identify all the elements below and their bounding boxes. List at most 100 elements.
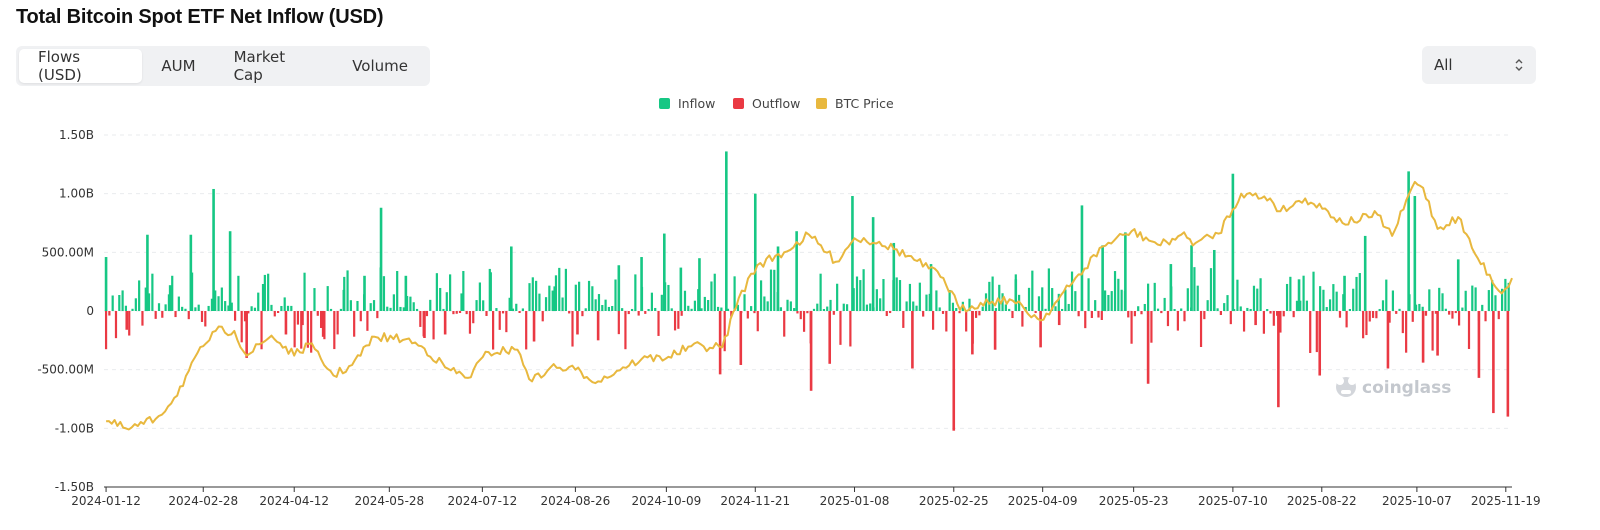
daily-flow-bar [955, 308, 958, 311]
daily-flow-bar [617, 311, 620, 335]
daily-flow-bar [1355, 276, 1358, 311]
daily-flow-bar [1037, 296, 1041, 311]
legend-item-inflow[interactable]: Inflow [659, 96, 715, 111]
daily-flow-bar [1216, 308, 1219, 311]
daily-flow-bar [1312, 271, 1315, 311]
inflow-bar[interactable] [212, 188, 215, 311]
inflow-bar[interactable] [363, 275, 366, 311]
inflow-bar[interactable] [379, 207, 383, 311]
inflow-bar[interactable] [1101, 245, 1104, 311]
inflow-bar[interactable] [795, 231, 798, 311]
outflow-bar[interactable] [245, 311, 248, 358]
daily-flow-bar [1487, 290, 1490, 311]
outflow-bar[interactable] [739, 311, 743, 365]
outflow-bar[interactable] [1318, 311, 1322, 376]
inflow-bar[interactable] [1080, 205, 1084, 311]
inflow-bar[interactable] [1231, 173, 1235, 311]
outflow-bar[interactable] [1436, 311, 1439, 356]
inflow-bar[interactable] [1190, 245, 1193, 311]
inflow-bar[interactable] [1343, 275, 1346, 311]
inflow-bar[interactable] [698, 258, 701, 311]
outflow-bar[interactable] [1492, 311, 1495, 414]
daily-flow-bar [429, 299, 432, 311]
daily-flow-bar [243, 311, 247, 322]
daily-flow-bar [1104, 290, 1107, 311]
inflow-bar[interactable] [189, 234, 193, 311]
inflow-bar[interactable] [1297, 279, 1301, 311]
daily-flow-bar [826, 306, 829, 311]
outflow-bar[interactable] [125, 311, 129, 330]
outflow-bar[interactable] [809, 311, 813, 391]
inflow-bar[interactable] [261, 284, 265, 311]
legend-item-btc-price[interactable]: BTC Price [816, 96, 894, 111]
inflow-bar[interactable] [679, 267, 683, 311]
daily-flow-bar [386, 306, 389, 311]
inflow-bar[interactable] [776, 246, 780, 311]
outflow-bar[interactable] [718, 311, 722, 375]
inflow-bar[interactable] [663, 233, 666, 311]
inflow-bar[interactable] [1212, 249, 1216, 311]
outflow-bar[interactable] [1506, 311, 1510, 417]
inflow-bar[interactable] [871, 217, 875, 311]
inflow-bar[interactable] [1363, 235, 1367, 311]
inflow-bar[interactable] [851, 196, 854, 311]
outflow-bar[interactable] [1146, 311, 1150, 384]
daily-flow-bar [1070, 271, 1074, 311]
outflow-bar[interactable] [301, 311, 304, 326]
tab-aum[interactable]: AUM [161, 57, 196, 75]
outflow-bar[interactable] [911, 311, 914, 369]
outflow-bar[interactable] [828, 311, 832, 364]
outflow-bar[interactable] [596, 311, 600, 341]
inflow-bar[interactable] [168, 285, 172, 311]
outflow-bar[interactable] [1277, 311, 1280, 408]
inflow-bar[interactable] [146, 234, 149, 311]
tab-volume[interactable]: Volume [352, 57, 408, 75]
daily-flow-bar [733, 276, 736, 311]
outflow-bar[interactable] [532, 311, 536, 342]
inflow-bar[interactable] [228, 231, 232, 311]
inflow-bar[interactable] [892, 242, 896, 311]
daily-flow-bar [134, 298, 137, 311]
inflow-bar[interactable] [1413, 196, 1417, 311]
outflow-bar[interactable] [443, 311, 447, 335]
daily-flow-bar [392, 294, 395, 311]
daily-flow-bar [230, 302, 233, 311]
outflow-bar[interactable] [1057, 311, 1061, 326]
daily-flow-bar [991, 276, 994, 311]
inflow-bar[interactable] [1407, 171, 1410, 311]
inflow-bar[interactable] [553, 286, 557, 311]
inflow-bar[interactable] [725, 151, 728, 311]
inflow-bar[interactable] [1124, 232, 1127, 311]
legend-item-outflow[interactable]: Outflow [733, 96, 800, 111]
inflow-bar[interactable] [1456, 259, 1460, 311]
time-range-select[interactable]: All [1422, 46, 1536, 84]
outflow-bar[interactable] [952, 311, 956, 431]
inflow-bar[interactable] [640, 257, 643, 311]
daily-flow-bar [601, 305, 604, 311]
daily-flow-bar [442, 308, 445, 311]
outflow-bar[interactable] [993, 311, 997, 350]
tab-flows[interactable]: Flows (USD) [19, 48, 143, 84]
inflow-bar[interactable] [404, 275, 408, 311]
inflow-bar[interactable] [753, 193, 757, 311]
daily-flow-bar [832, 311, 835, 315]
tab-market-cap[interactable]: Market Cap [233, 48, 286, 84]
outflow-bar[interactable] [1254, 311, 1257, 326]
outflow-bar[interactable] [1477, 311, 1481, 378]
outflow-bar[interactable] [1386, 311, 1390, 369]
daily-flow-bar [1358, 273, 1361, 311]
inflow-bar[interactable] [510, 246, 513, 311]
outflow-bar[interactable] [1421, 311, 1425, 363]
y-tick-label: 1.00B [59, 187, 94, 201]
outflow-bar[interactable] [321, 311, 325, 337]
inflow-bar[interactable] [460, 293, 463, 311]
daily-flow-bar [1484, 311, 1487, 322]
daily-flow-bar [210, 298, 214, 311]
outflow-bar[interactable] [576, 311, 579, 335]
outflow-bar[interactable] [1039, 311, 1042, 348]
inflow-bar[interactable] [104, 257, 108, 311]
daily-flow-bar [1385, 279, 1388, 311]
inflow-bar[interactable] [929, 264, 933, 311]
inflow-bar[interactable] [617, 265, 621, 311]
outflow-bar[interactable] [284, 311, 288, 335]
